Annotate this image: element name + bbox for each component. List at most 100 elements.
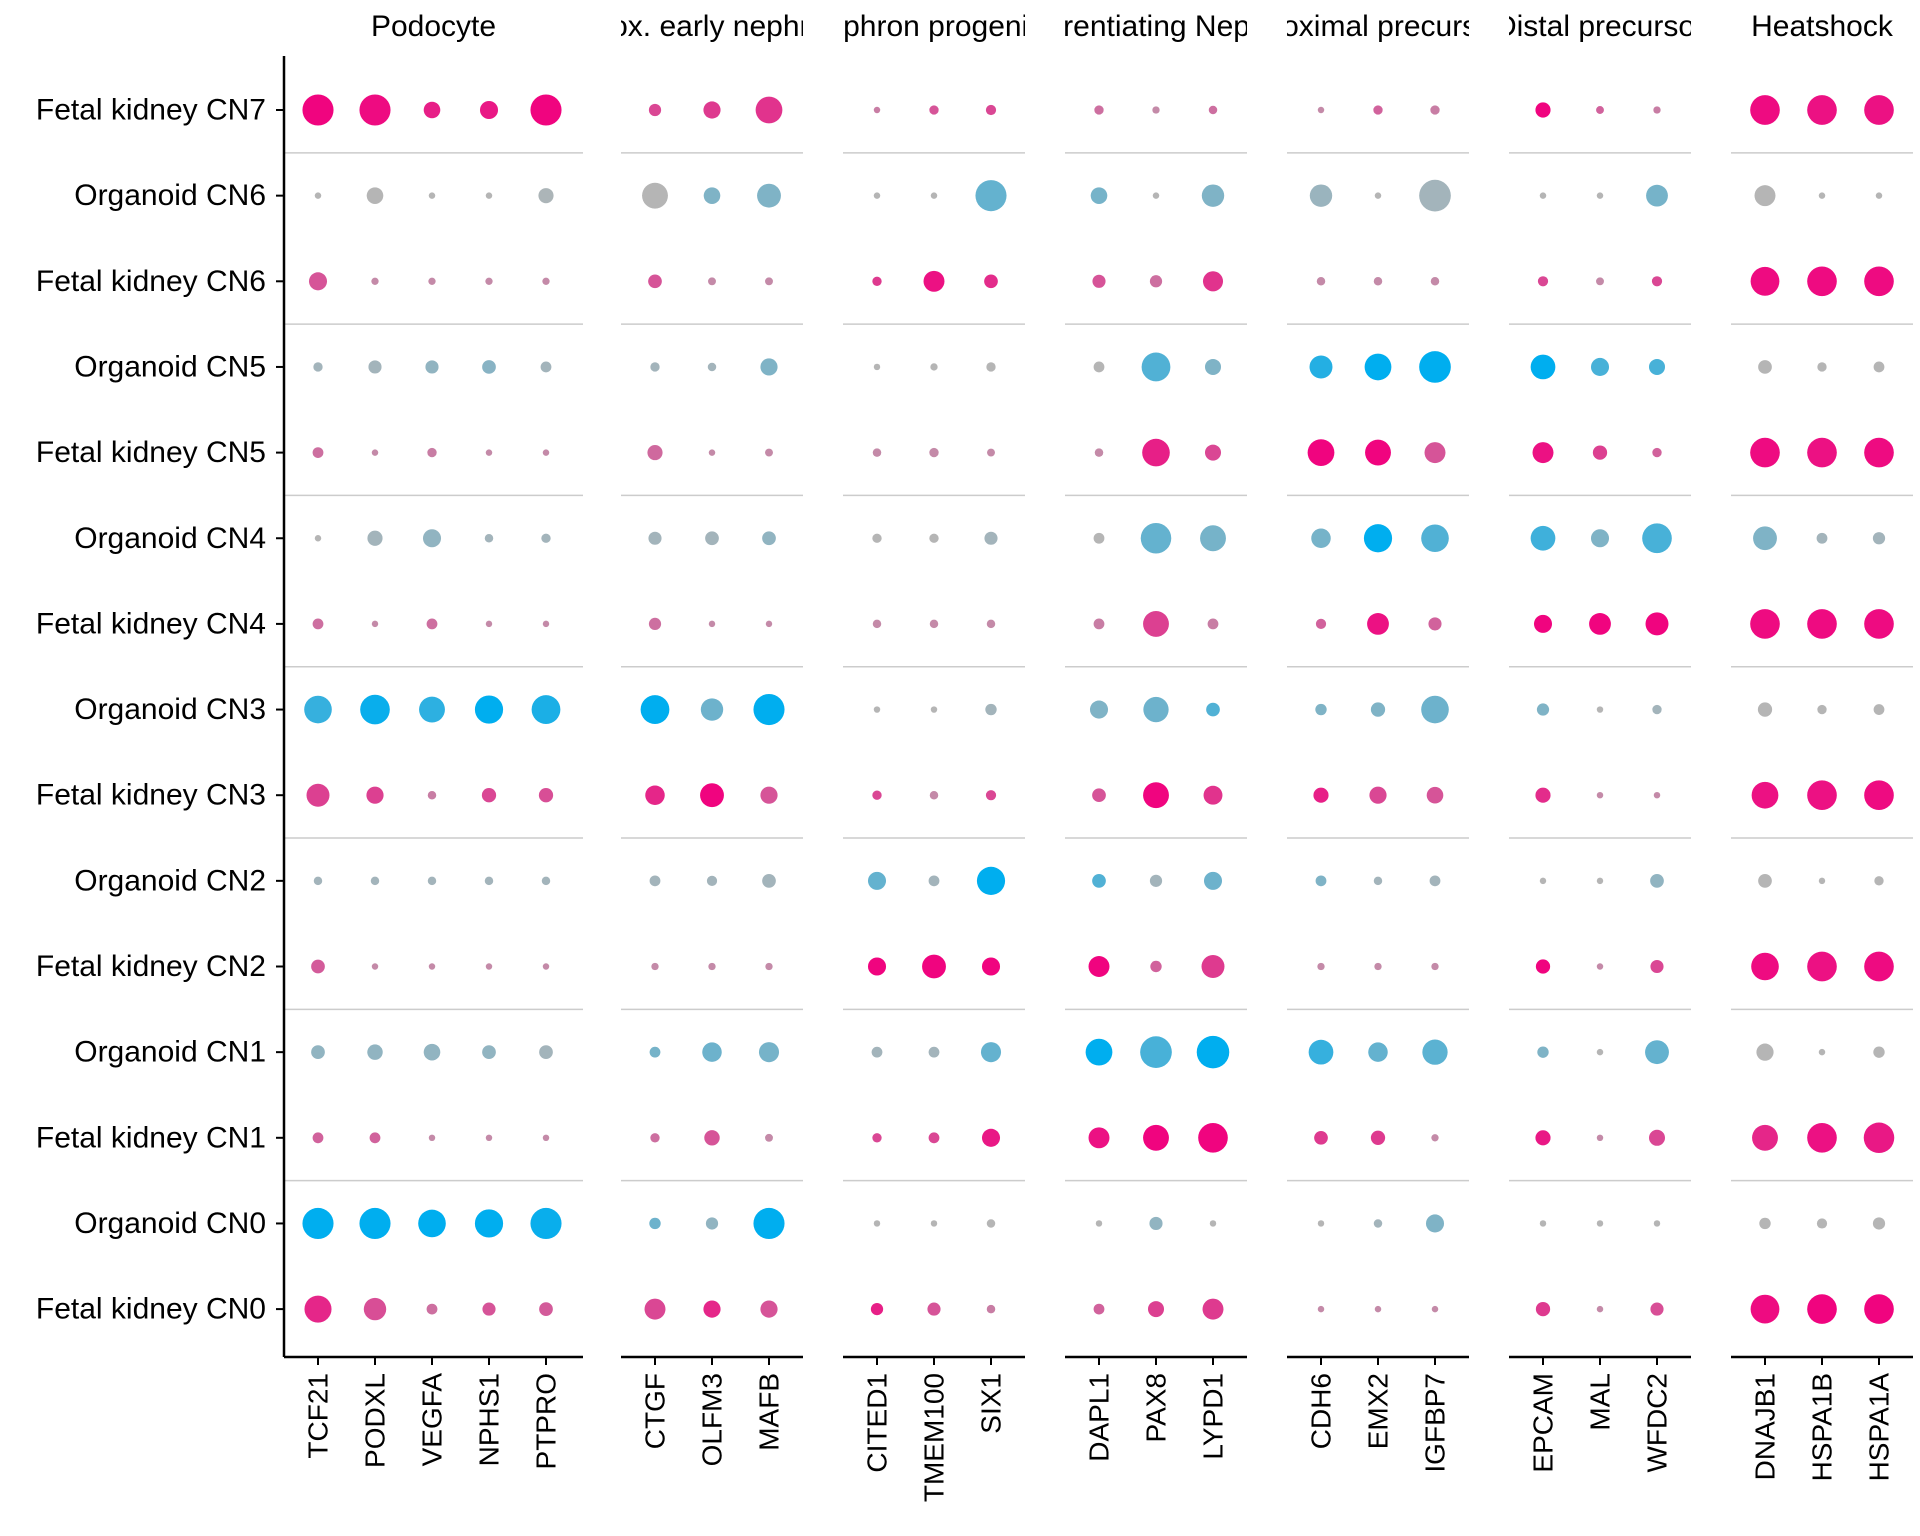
dot-EPCAM-organoid-cn6 (1539, 192, 1547, 199)
dot-NPHS1-fetal-kidney-cn2 (485, 963, 493, 970)
dot-CITED1-organoid-cn6 (873, 192, 881, 199)
dot-EMX2-organoid-cn2 (1373, 876, 1383, 886)
dot-EMX2-organoid-cn5 (1364, 353, 1392, 381)
dot-TCF21-fetal-kidney-cn3 (306, 783, 330, 807)
row-label: Fetal kidney CN7 (36, 94, 266, 127)
dot-TMEM100-organoid-cn1 (928, 1046, 940, 1058)
panel-axes (276, 56, 1913, 1365)
dot-PODXL-organoid-cn4 (367, 530, 383, 546)
dot-HSPA1B-fetal-kidney-cn1 (1807, 1122, 1837, 1153)
dot-LYPD1-organoid-cn6 (1201, 184, 1225, 207)
dot-PTPRO-organoid-cn2 (541, 876, 551, 886)
dot-MAFB-organoid-cn3 (753, 694, 785, 726)
dot-PODXL-fetal-kidney-cn2 (371, 963, 379, 970)
dot-EMX2-organoid-cn3 (1370, 702, 1386, 717)
dot-EPCAM-organoid-cn2 (1539, 877, 1547, 885)
dot-MAFB-organoid-cn0 (753, 1207, 785, 1239)
dot-CITED1-organoid-cn5 (873, 363, 881, 371)
dot-HSPA1B-fetal-kidney-cn3 (1807, 780, 1837, 811)
dot-MAL-organoid-cn0 (1596, 1220, 1604, 1227)
dot-TCF21-fetal-kidney-cn0 (304, 1295, 332, 1323)
dot-PODXL-organoid-cn0 (359, 1207, 391, 1239)
dot-DAPL1-organoid-cn2 (1092, 874, 1106, 888)
dot-LYPD1-fetal-kidney-cn6 (1202, 271, 1224, 292)
dot-PTPRO-organoid-cn3 (531, 695, 561, 724)
row-labels: Fetal kidney CN7 Organoid CN6 Fetal kidney… (36, 94, 266, 1326)
dot-WFDC2-fetal-kidney-cn1 (1648, 1129, 1666, 1146)
dot-IGFBP7-fetal-kidney-cn4 (1428, 617, 1442, 631)
dot-IGFBP7-organoid-cn3 (1421, 695, 1449, 724)
dot-OLFM3-fetal-kidney-cn0 (703, 1300, 721, 1318)
dot-LYPD1-fetal-kidney-cn5 (1204, 444, 1222, 461)
dot-HSPA1B-fetal-kidney-cn7 (1807, 95, 1837, 125)
dot-EMX2-fetal-kidney-cn4 (1367, 612, 1389, 635)
dot-WFDC2-organoid-cn3 (1652, 704, 1662, 715)
dot-WFDC2-organoid-cn6 (1646, 184, 1668, 207)
dot-OLFM3-fetal-kidney-cn4 (708, 620, 716, 628)
dot-LYPD1-organoid-cn0 (1209, 1220, 1217, 1227)
dot-TMEM100-organoid-cn0 (930, 1220, 938, 1227)
dot-PAX8-organoid-cn3 (1143, 696, 1169, 723)
dot-CITED1-fetal-kidney-cn0 (870, 1302, 884, 1316)
dot-DAPL1-organoid-cn3 (1089, 700, 1109, 719)
dot-CTGF-fetal-kidney-cn1 (650, 1133, 660, 1143)
dot-PODXL-organoid-cn5 (368, 360, 382, 374)
dot-CTGF-organoid-cn0 (649, 1217, 661, 1230)
dot-CITED1-fetal-kidney-cn7 (873, 106, 881, 114)
gene-label: HSPA1B (1807, 1373, 1838, 1481)
gene-label: HSPA1A (1864, 1373, 1895, 1482)
dot-HSPA1A-fetal-kidney-cn6 (1864, 266, 1894, 297)
gene-label: DNAJB1 (1750, 1373, 1781, 1480)
dot-WFDC2-fetal-kidney-cn0 (1650, 1302, 1664, 1316)
dot-CDH6-organoid-cn3 (1315, 703, 1327, 716)
dot-DAPL1-fetal-kidney-cn1 (1088, 1127, 1110, 1149)
gene-label: CTGF (640, 1373, 671, 1449)
dot-HSPA1B-fetal-kidney-cn6 (1807, 266, 1837, 297)
dot-MAL-organoid-cn2 (1596, 877, 1604, 885)
dot-PAX8-organoid-cn4 (1140, 522, 1172, 554)
dot-SIX1-fetal-kidney-cn7 (985, 104, 997, 116)
row-label: Organoid CN0 (74, 1207, 266, 1240)
dot-OLFM3-organoid-cn5 (707, 362, 717, 372)
dot-CITED1-fetal-kidney-cn2 (867, 957, 887, 976)
dot-CTGF-organoid-cn2 (649, 875, 661, 887)
dot-PODXL-fetal-kidney-cn0 (363, 1297, 387, 1321)
dot-EMX2-organoid-cn6 (1374, 192, 1382, 199)
dot-IGFBP7-fetal-kidney-cn0 (1431, 1305, 1439, 1313)
row-group-separators (284, 152, 1913, 1182)
dot-OLFM3-fetal-kidney-cn1 (704, 1130, 720, 1146)
dot-HSPA1A-organoid-cn4 (1872, 532, 1886, 545)
dot-MAFB-fetal-kidney-cn5 (765, 448, 773, 457)
dot-CDH6-organoid-cn6 (1309, 184, 1333, 207)
dot-CDH6-organoid-cn0 (1317, 1220, 1325, 1227)
dot-HSPA1B-organoid-cn3 (1817, 704, 1827, 715)
dot-HSPA1B-organoid-cn5 (1817, 362, 1827, 372)
dot-TCF21-fetal-kidney-cn2 (311, 959, 325, 974)
dot-WFDC2-organoid-cn1 (1645, 1040, 1669, 1065)
dot-MAL-organoid-cn6 (1596, 192, 1604, 199)
dot-PAX8-fetal-kidney-cn2 (1150, 960, 1162, 973)
dot-MAFB-fetal-kidney-cn3 (760, 786, 778, 804)
dot-PODXL-organoid-cn6 (366, 187, 384, 204)
dot-DNAJB1-fetal-kidney-cn5 (1750, 437, 1780, 468)
dot-PAX8-organoid-cn1 (1140, 1036, 1172, 1068)
dot-PTPRO-fetal-kidney-cn3 (538, 788, 554, 803)
gene-label: EMX2 (1363, 1373, 1394, 1449)
dot-TCF21-fetal-kidney-cn5 (312, 447, 324, 458)
dot-DNAJB1-organoid-cn1 (1756, 1043, 1774, 1061)
dot-NPHS1-fetal-kidney-cn7 (479, 100, 499, 120)
dot-DNAJB1-organoid-cn0 (1759, 1217, 1771, 1230)
dot-TCF21-organoid-cn1 (311, 1045, 325, 1059)
dot-CITED1-fetal-kidney-cn4 (872, 619, 882, 629)
dot-IGFBP7-organoid-cn4 (1421, 524, 1449, 553)
dot-IGFBP7-fetal-kidney-cn6 (1430, 277, 1440, 286)
dot-WFDC2-fetal-kidney-cn4 (1645, 612, 1669, 636)
dot-MAFB-fetal-kidney-cn1 (765, 1133, 773, 1142)
dot-CITED1-organoid-cn0 (873, 1220, 881, 1227)
dot-TMEM100-organoid-cn3 (930, 706, 938, 713)
dot-PODXL-fetal-kidney-cn6 (371, 277, 379, 285)
dot-PTPRO-fetal-kidney-cn1 (542, 1134, 550, 1142)
dot-EPCAM-organoid-cn0 (1539, 1220, 1547, 1227)
dot-MAFB-fetal-kidney-cn7 (755, 96, 783, 124)
